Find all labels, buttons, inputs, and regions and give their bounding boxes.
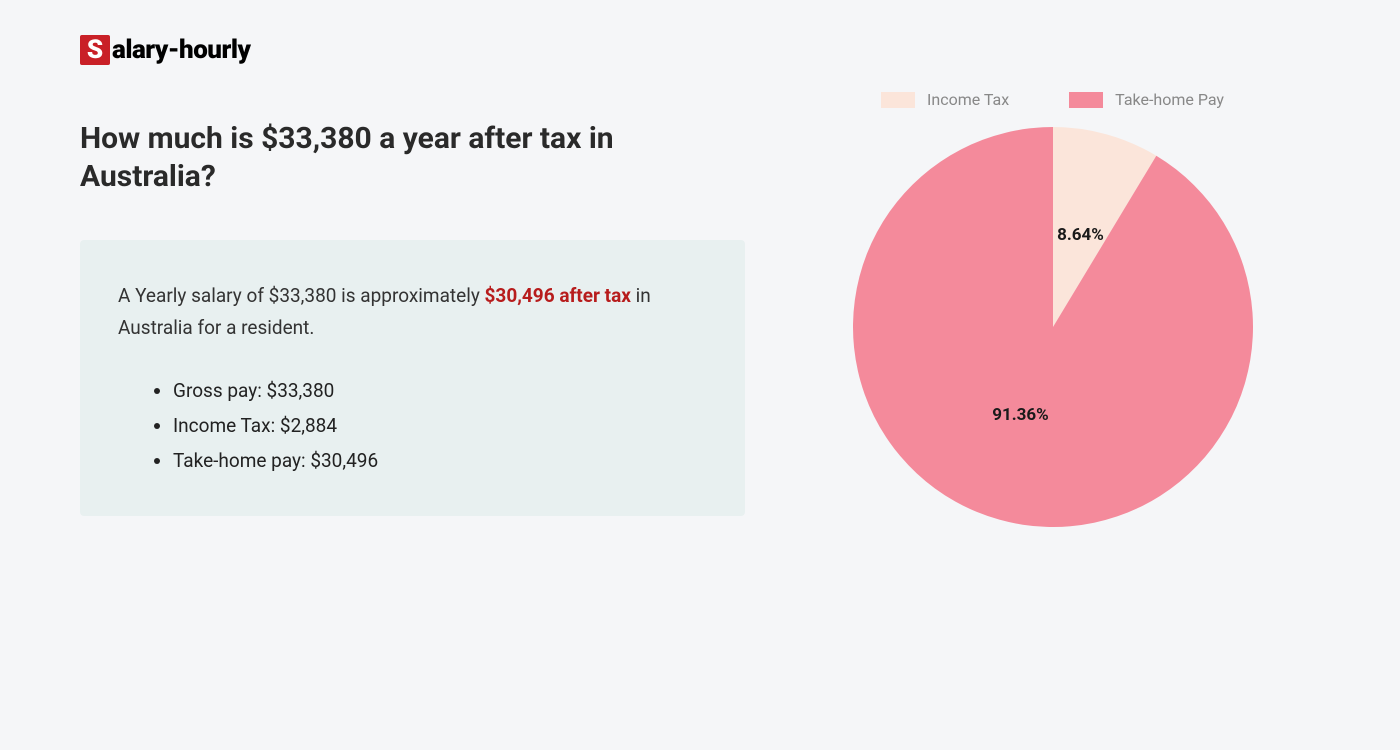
logo-badge: S xyxy=(80,35,110,65)
logo: Salary-hourly xyxy=(80,35,745,65)
pie-svg xyxy=(853,127,1253,527)
pie-chart: 8.64% 91.36% xyxy=(853,127,1253,527)
summary-box: A Yearly salary of $33,380 is approximat… xyxy=(80,240,745,516)
legend-item-income-tax: Income Tax xyxy=(881,90,1009,109)
list-item: Take-home pay: $30,496 xyxy=(173,443,707,478)
legend-label: Take-home Pay xyxy=(1115,90,1224,109)
summary-highlight: $30,496 after tax xyxy=(485,284,631,307)
list-item: Income Tax: $2,884 xyxy=(173,408,707,443)
summary-list: Gross pay: $33,380 Income Tax: $2,884 Ta… xyxy=(118,373,707,478)
summary-prefix: A Yearly salary of $33,380 is approximat… xyxy=(118,284,485,307)
legend-swatch xyxy=(881,92,915,108)
page-title: How much is $33,380 a year after tax in … xyxy=(80,120,745,195)
summary-text: A Yearly salary of $33,380 is approximat… xyxy=(118,280,707,345)
slice-label-income-tax: 8.64% xyxy=(1057,225,1104,245)
logo-text: alary-hourly xyxy=(112,35,250,65)
legend-swatch xyxy=(1069,92,1103,108)
legend-label: Income Tax xyxy=(927,90,1009,109)
legend-item-take-home: Take-home Pay xyxy=(1069,90,1224,109)
chart-legend: Income Tax Take-home Pay xyxy=(785,90,1320,109)
list-item: Gross pay: $33,380 xyxy=(173,373,707,408)
slice-label-take-home: 91.36% xyxy=(992,405,1049,425)
